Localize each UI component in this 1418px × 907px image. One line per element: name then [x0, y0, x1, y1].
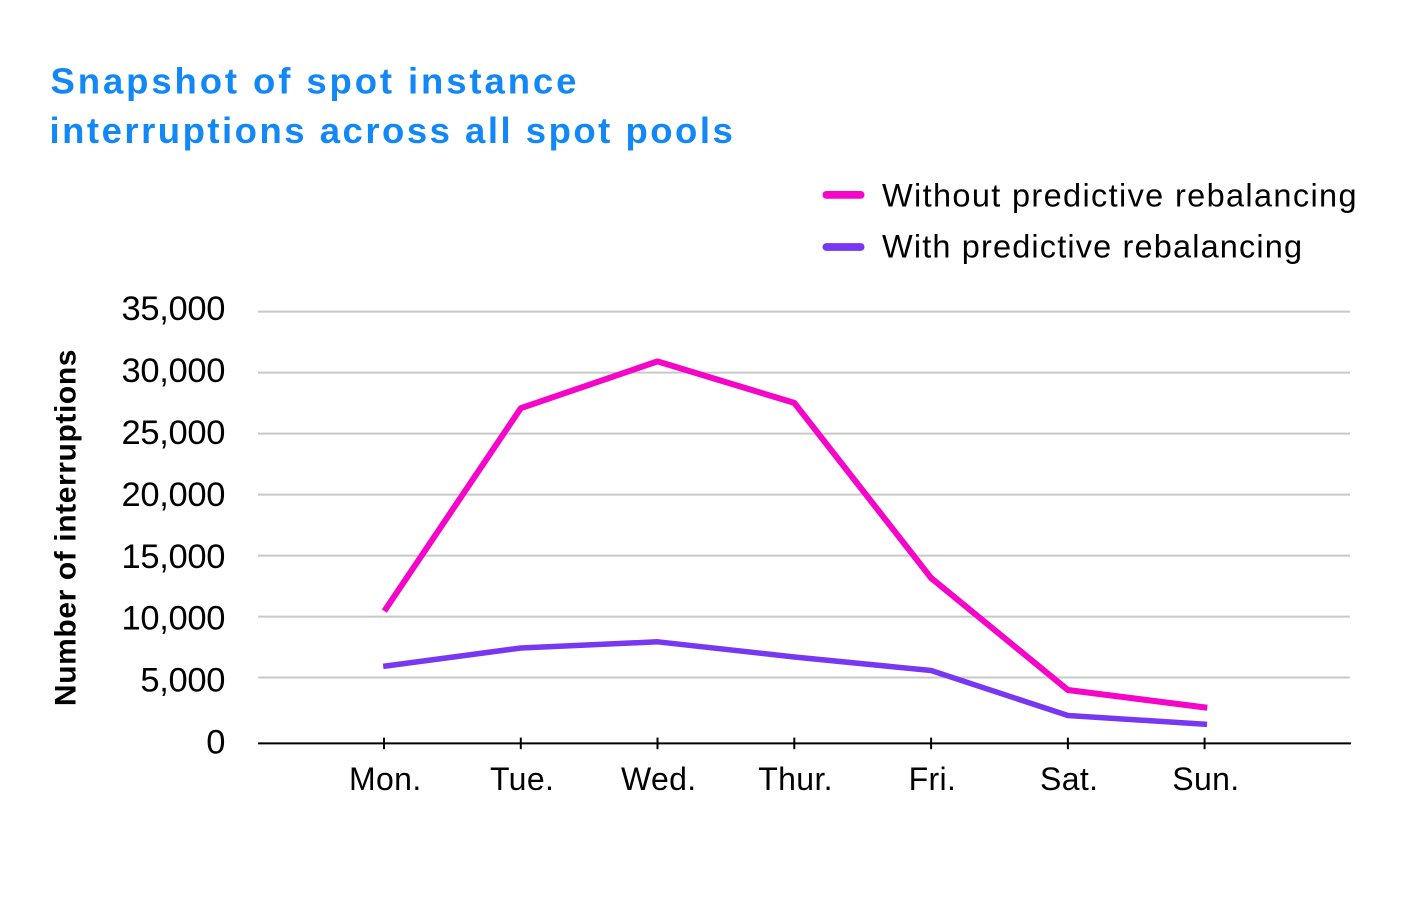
- svg-text:Snapshot of spot instance: Snapshot of spot instance: [51, 60, 580, 101]
- svg-text:30,000: 30,000: [121, 352, 225, 390]
- svg-text:Sun.: Sun.: [1172, 761, 1239, 797]
- svg-text:35,000: 35,000: [121, 290, 225, 328]
- svg-text:Sat.: Sat.: [1040, 761, 1098, 797]
- svg-text:20,000: 20,000: [121, 476, 225, 514]
- svg-text:Mon.: Mon.: [349, 761, 422, 797]
- svg-text:10,000: 10,000: [121, 600, 225, 638]
- svg-text:interruptions across all spot: interruptions across all spot pools: [50, 110, 736, 151]
- svg-text:Number of interruptions: Number of interruptions: [50, 349, 83, 706]
- svg-text:15,000: 15,000: [121, 538, 225, 576]
- svg-text:25,000: 25,000: [121, 414, 225, 452]
- svg-text:Wed.: Wed.: [621, 761, 697, 797]
- svg-text:Tue.: Tue.: [490, 761, 554, 797]
- svg-text:Thur.: Thur.: [758, 761, 833, 797]
- svg-text:With predictive rebalancing: With predictive rebalancing: [882, 229, 1303, 265]
- svg-text:Fri.: Fri.: [909, 761, 957, 797]
- svg-text:Without predictive rebalancing: Without predictive rebalancing: [882, 178, 1358, 214]
- svg-text:0: 0: [206, 724, 225, 762]
- svg-text:5,000: 5,000: [140, 662, 225, 700]
